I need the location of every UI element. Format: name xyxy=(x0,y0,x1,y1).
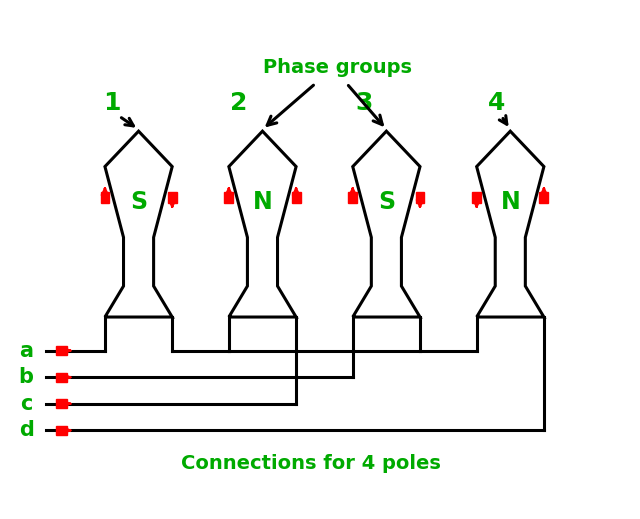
Bar xyxy=(56,399,67,408)
Bar xyxy=(415,192,424,203)
Text: a: a xyxy=(19,340,33,361)
Text: 4: 4 xyxy=(488,91,506,115)
Text: Connections for 4 poles: Connections for 4 poles xyxy=(181,454,441,473)
Bar xyxy=(56,373,67,381)
Text: 2: 2 xyxy=(230,91,247,115)
Bar xyxy=(225,192,233,203)
Text: 3: 3 xyxy=(356,91,373,115)
Bar xyxy=(100,192,109,203)
Bar xyxy=(56,346,67,355)
Text: N: N xyxy=(500,190,520,214)
Bar xyxy=(56,426,67,435)
Text: S: S xyxy=(378,190,395,214)
Bar xyxy=(472,192,481,203)
Bar xyxy=(292,192,301,203)
Text: c: c xyxy=(20,394,33,414)
Text: S: S xyxy=(130,190,147,214)
Text: d: d xyxy=(19,420,34,440)
Bar xyxy=(348,192,357,203)
Text: 1: 1 xyxy=(103,91,121,115)
Text: b: b xyxy=(19,367,34,387)
Text: Phase groups: Phase groups xyxy=(263,58,412,77)
Bar xyxy=(540,192,548,203)
Bar xyxy=(168,192,177,203)
Text: N: N xyxy=(253,190,273,214)
